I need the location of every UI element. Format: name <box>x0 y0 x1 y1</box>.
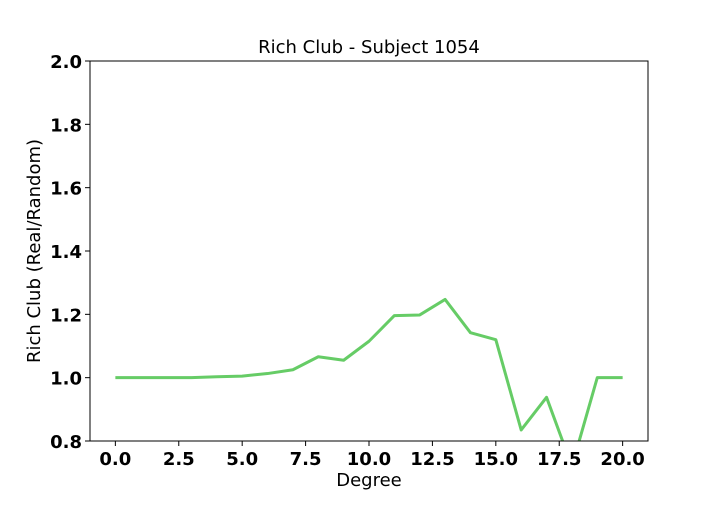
x-tick-label: 7.5 <box>290 449 322 470</box>
x-tick-label: 2.5 <box>163 449 195 470</box>
x-tick-label: 0.0 <box>99 449 131 470</box>
y-axis-ticks: 0.8 1.0 1.2 1.4 1.6 1.8 2.0 <box>50 52 90 453</box>
x-axis-label: Degree <box>336 470 402 491</box>
x-tick-label: 10.0 <box>347 449 391 470</box>
y-tick-label: 1.0 <box>50 369 82 390</box>
y-tick-label: 1.4 <box>50 242 82 263</box>
x-tick-label: 12.5 <box>410 449 454 470</box>
chart-title: Rich Club - Subject 1054 <box>258 37 480 58</box>
y-tick-label: 2.0 <box>50 52 82 73</box>
plot-frame <box>89 60 649 442</box>
y-axis-label: Rich Club (Real/Random) <box>24 139 45 363</box>
series-layer <box>115 297 623 441</box>
x-axis-ticks: 0.0 2.5 5.0 7.5 10.0 12.5 15.0 17.5 20.0 <box>99 441 645 470</box>
x-tick-label: 20.0 <box>600 449 644 470</box>
y-tick-label: 1.2 <box>50 305 82 326</box>
x-tick-label: 17.5 <box>537 449 581 470</box>
y-tick-label: 0.8 <box>50 432 82 453</box>
series-line <box>115 297 623 441</box>
x-tick-label: 5.0 <box>226 449 258 470</box>
y-tick-label: 1.8 <box>50 115 82 136</box>
x-tick-label: 15.0 <box>474 449 518 470</box>
y-tick-label: 1.6 <box>50 179 82 200</box>
